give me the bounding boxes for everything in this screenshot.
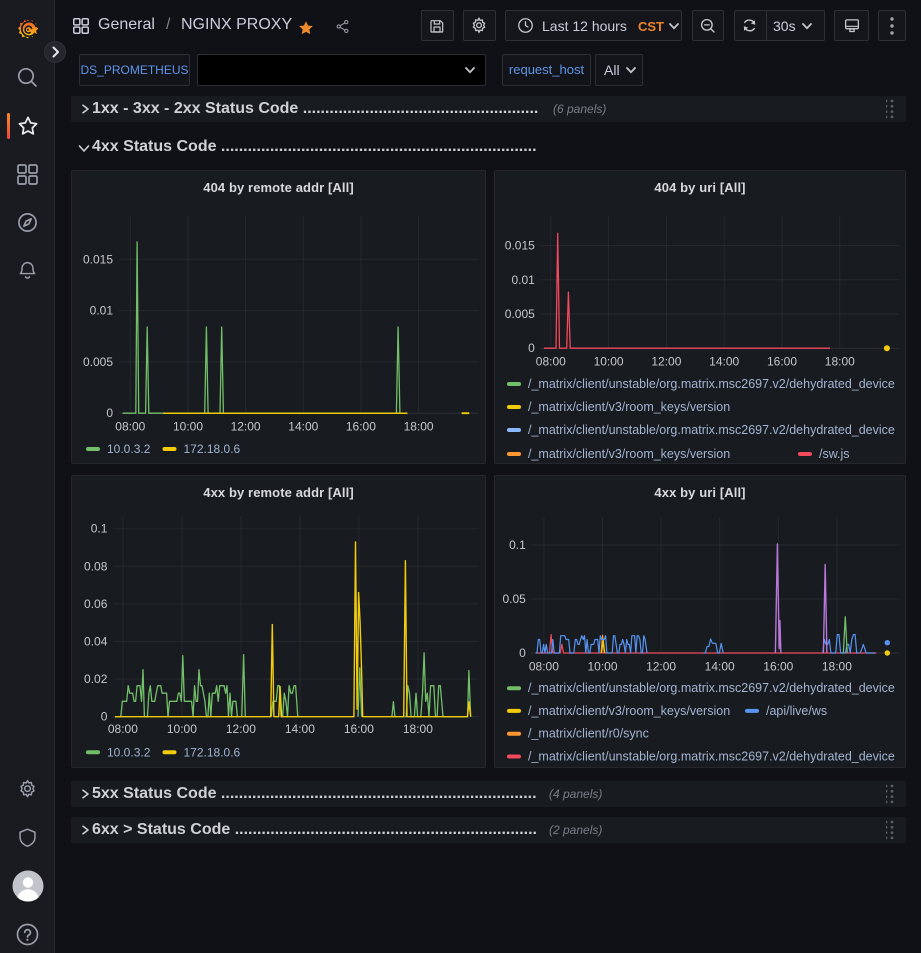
svg-text:14:00: 14:00 [709,355,739,369]
svg-text:18:00: 18:00 [403,722,433,736]
svg-text:0.06: 0.06 [84,597,108,611]
svg-text:/_matrix/client/v3/room_keys/v: /_matrix/client/v3/room_keys/version [528,400,730,414]
svg-text:16:00: 16:00 [767,355,797,369]
svg-text:10:00: 10:00 [167,722,197,736]
svg-text:0.01: 0.01 [90,304,114,318]
svg-text:16:00: 16:00 [346,420,376,434]
svg-text:172.18.0.6: 172.18.0.6 [184,442,241,456]
svg-text:/_matrix/client/unstable/org.m: /_matrix/client/unstable/org.matrix.msc2… [528,750,895,764]
svg-text:0.02: 0.02 [84,672,108,686]
svg-text:0: 0 [101,710,108,724]
svg-text:/_matrix/client/r0/sync: /_matrix/client/r0/sync [528,727,649,741]
svg-text:0.04: 0.04 [84,635,108,649]
svg-text:14:00: 14:00 [285,722,315,736]
svg-text:08:00: 08:00 [108,722,138,736]
svg-text:08:00: 08:00 [529,660,559,674]
svg-text:10.0.3.2: 10.0.3.2 [107,745,151,759]
svg-text:18:00: 18:00 [404,420,434,434]
svg-text:0: 0 [106,406,113,420]
svg-text:12:00: 12:00 [651,355,681,369]
svg-text:16:00: 16:00 [763,660,793,674]
svg-text:12:00: 12:00 [226,722,256,736]
svg-text:08:00: 08:00 [536,355,566,369]
svg-text:10:00: 10:00 [173,420,203,434]
svg-text:/api/live/ws: /api/live/ws [766,704,827,718]
svg-text:0: 0 [528,341,535,355]
svg-text:/_matrix/client/v3/room_keys/v: /_matrix/client/v3/room_keys/version [528,447,730,461]
svg-text:0.015: 0.015 [83,252,113,266]
svg-text:/_matrix/client/unstable/org.m: /_matrix/client/unstable/org.matrix.msc2… [528,377,895,391]
svg-text:/_matrix/client/unstable/org.m: /_matrix/client/unstable/org.matrix.msc2… [528,423,895,437]
svg-text:0.1: 0.1 [509,538,526,552]
svg-text:10.0.3.2: 10.0.3.2 [107,442,151,456]
svg-text:10:00: 10:00 [594,355,624,369]
svg-text:0.05: 0.05 [502,592,526,606]
svg-text:0.1: 0.1 [91,522,108,536]
svg-text:0.005: 0.005 [83,355,113,369]
svg-text:0.08: 0.08 [84,559,108,573]
svg-text:0.015: 0.015 [505,239,535,253]
svg-text:0.005: 0.005 [505,307,535,321]
svg-text:/_matrix/client/v3/room_keys/v: /_matrix/client/v3/room_keys/version [528,704,730,718]
svg-text:14:00: 14:00 [288,420,318,434]
svg-text:08:00: 08:00 [115,420,145,434]
svg-text:12:00: 12:00 [646,660,676,674]
svg-text:0: 0 [519,646,526,660]
svg-text:18:00: 18:00 [822,660,852,674]
svg-text:/sw.js: /sw.js [819,447,850,461]
svg-text:14:00: 14:00 [705,660,735,674]
svg-text:10:00: 10:00 [587,660,617,674]
svg-text:16:00: 16:00 [344,722,374,736]
svg-text:0.01: 0.01 [511,273,535,287]
svg-text:18:00: 18:00 [825,355,855,369]
svg-text:/_matrix/client/unstable/org.m: /_matrix/client/unstable/org.matrix.msc2… [528,681,895,695]
svg-text:12:00: 12:00 [231,420,261,434]
svg-text:172.18.0.6: 172.18.0.6 [184,745,241,759]
